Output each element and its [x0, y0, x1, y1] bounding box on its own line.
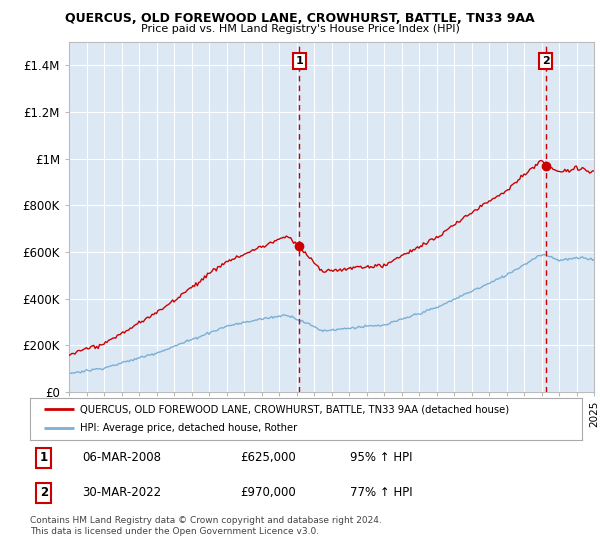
Text: 2: 2 — [542, 56, 550, 66]
Text: 1: 1 — [40, 451, 48, 464]
Text: £970,000: £970,000 — [240, 486, 296, 500]
Text: 1: 1 — [296, 56, 304, 66]
Text: HPI: Average price, detached house, Rother: HPI: Average price, detached house, Roth… — [80, 423, 297, 433]
Text: 30-MAR-2022: 30-MAR-2022 — [82, 486, 161, 500]
Text: Price paid vs. HM Land Registry's House Price Index (HPI): Price paid vs. HM Land Registry's House … — [140, 24, 460, 34]
Text: 95% ↑ HPI: 95% ↑ HPI — [350, 451, 413, 464]
Text: Contains HM Land Registry data © Crown copyright and database right 2024.
This d: Contains HM Land Registry data © Crown c… — [30, 516, 382, 536]
Text: QUERCUS, OLD FOREWOOD LANE, CROWHURST, BATTLE, TN33 9AA (detached house): QUERCUS, OLD FOREWOOD LANE, CROWHURST, B… — [80, 404, 509, 414]
Text: £625,000: £625,000 — [240, 451, 296, 464]
Text: QUERCUS, OLD FOREWOOD LANE, CROWHURST, BATTLE, TN33 9AA: QUERCUS, OLD FOREWOOD LANE, CROWHURST, B… — [65, 12, 535, 25]
Text: 06-MAR-2008: 06-MAR-2008 — [82, 451, 161, 464]
Text: 2: 2 — [40, 486, 48, 500]
Text: 77% ↑ HPI: 77% ↑ HPI — [350, 486, 413, 500]
